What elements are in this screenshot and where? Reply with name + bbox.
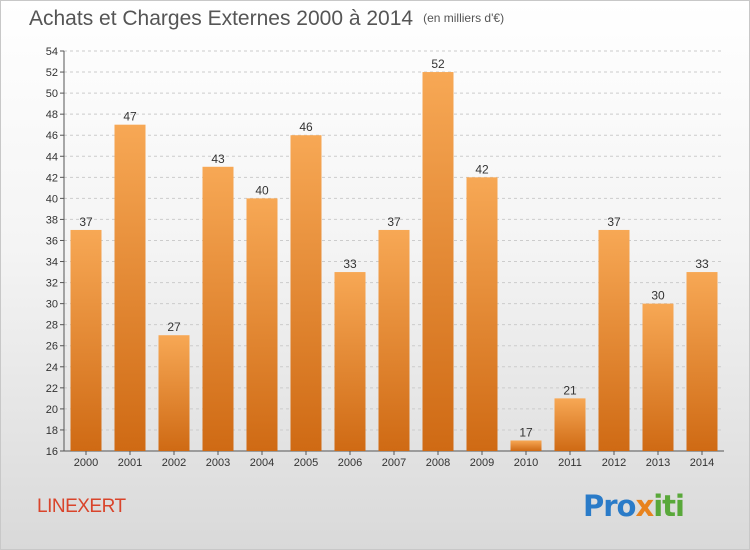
y-tick-label: 22 xyxy=(46,383,58,395)
bar xyxy=(158,335,190,451)
bar xyxy=(70,229,102,451)
y-tick-label: 40 xyxy=(46,193,58,205)
bar xyxy=(246,198,278,451)
y-tick-label: 30 xyxy=(46,299,58,311)
y-tick-label: 38 xyxy=(46,214,58,226)
x-tick-label: 2011 xyxy=(558,457,582,469)
y-tick-label: 24 xyxy=(46,362,58,374)
chart-title: Achats et Charges Externes 2000 à 2014 (e… xyxy=(29,7,504,31)
y-tick-label: 46 xyxy=(46,130,58,142)
y-tick-label: 28 xyxy=(46,320,58,332)
bar-value-label: 17 xyxy=(519,425,533,439)
bar xyxy=(378,229,410,451)
y-tick-label: 26 xyxy=(46,341,58,353)
y-tick-label: 18 xyxy=(46,425,58,437)
y-tick-label: 48 xyxy=(46,109,58,121)
x-tick-label: 2005 xyxy=(294,457,318,469)
y-tick-label: 34 xyxy=(46,257,58,269)
place-name: LINEXERT xyxy=(37,496,126,517)
y-tick-label: 52 xyxy=(46,67,58,79)
x-tick-label: 2010 xyxy=(514,457,538,469)
y-tick-label: 54 xyxy=(46,46,58,58)
bar-value-label: 33 xyxy=(695,257,709,271)
bar xyxy=(466,177,498,451)
bar xyxy=(290,135,322,452)
bar xyxy=(334,272,366,451)
x-tick-label: 2007 xyxy=(382,457,406,469)
brand-part-1: Pro xyxy=(583,489,636,523)
x-tick-label: 2001 xyxy=(118,457,142,469)
bar xyxy=(202,166,234,451)
y-tick-label: 42 xyxy=(46,172,58,184)
x-tick-label: 2012 xyxy=(602,457,626,469)
bar-value-label: 37 xyxy=(387,215,401,229)
bar-value-label: 46 xyxy=(299,120,313,134)
bar-value-label: 33 xyxy=(343,257,357,271)
bar xyxy=(422,72,454,451)
bar-value-label: 37 xyxy=(607,215,621,229)
brand-logo: Proxiti xyxy=(583,489,685,523)
x-tick-label: 2000 xyxy=(74,457,98,469)
bar xyxy=(642,303,674,451)
y-tick-label: 44 xyxy=(46,151,58,163)
x-tick-label: 2004 xyxy=(250,457,274,469)
x-tick-label: 2003 xyxy=(206,457,230,469)
title-unit: (en milliers d'€) xyxy=(423,11,505,25)
bar xyxy=(598,229,630,451)
bar-value-label: 21 xyxy=(563,383,577,397)
x-tick-label: 2013 xyxy=(646,457,670,469)
bar-value-label: 52 xyxy=(431,57,445,71)
bar-value-label: 30 xyxy=(651,289,665,303)
x-tick-label: 2006 xyxy=(338,457,362,469)
bar xyxy=(686,272,718,451)
x-tick-label: 2008 xyxy=(426,457,450,469)
y-tick-label: 20 xyxy=(46,404,58,416)
bar-value-label: 43 xyxy=(211,152,225,166)
x-tick-label: 2002 xyxy=(162,457,186,469)
y-tick-label: 16 xyxy=(46,446,58,458)
bar-value-label: 47 xyxy=(123,110,137,124)
title-text: Achats et Charges Externes 2000 à 2014 xyxy=(29,7,414,30)
brand-part-2: x xyxy=(635,489,654,523)
y-tick-label: 50 xyxy=(46,88,58,100)
bar-value-label: 27 xyxy=(167,320,181,334)
bar-value-label: 40 xyxy=(255,183,269,197)
bar xyxy=(510,440,542,451)
y-tick-label: 32 xyxy=(46,278,58,290)
x-tick-label: 2014 xyxy=(690,457,714,469)
bar xyxy=(554,398,586,451)
bar-value-label: 42 xyxy=(475,162,489,176)
bar xyxy=(114,124,146,452)
x-tick-label: 2009 xyxy=(470,457,494,469)
y-tick-label: 36 xyxy=(46,235,58,247)
bar-value-label: 37 xyxy=(79,215,93,229)
brand-part-3: iti xyxy=(653,489,685,523)
